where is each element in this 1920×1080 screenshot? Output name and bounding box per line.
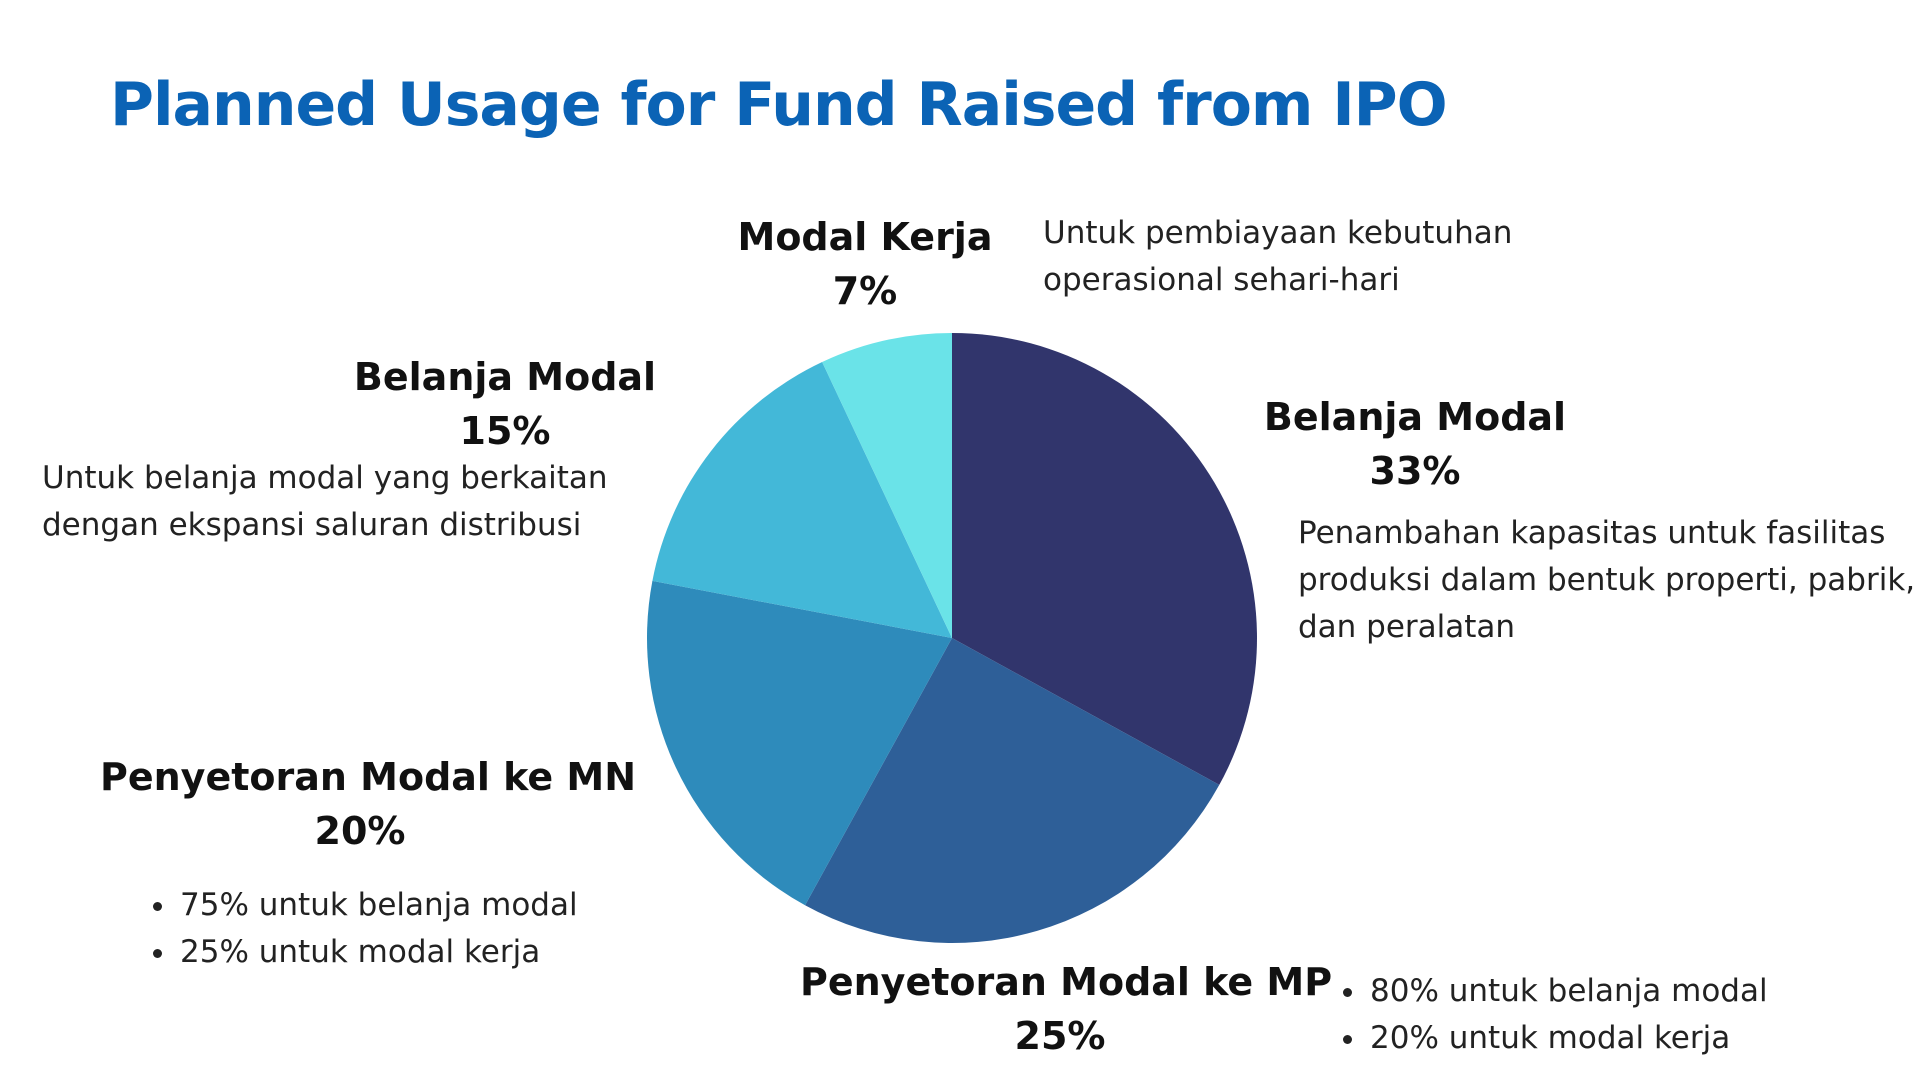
description-line: Penambahan kapasitas untuk fasilitas xyxy=(1298,515,1886,551)
pie-slice-0 xyxy=(952,333,1258,785)
slice-label-percent: 33% xyxy=(1369,449,1461,493)
description-line: Untuk pembiayaan kebutuhan xyxy=(1043,215,1513,251)
slice-description-belanja-modal-33: Penambahan kapasitas untuk fasilitas pro… xyxy=(1298,510,1915,651)
slice-label-percent: 25% xyxy=(1014,1014,1106,1058)
slice-description-modal-kerja: Untuk pembiayaan kebutuhan operasional s… xyxy=(1043,210,1512,304)
slice-label-name: Belanja Modal xyxy=(353,355,657,399)
description-line: produksi dalam bentuk properti, pabrik, xyxy=(1298,562,1916,598)
description-line: operasional sehari-hari xyxy=(1043,262,1400,298)
slice-label-penyetoran-modal-mp: Penyetoran Modal ke MP 25% xyxy=(800,955,1333,1063)
slice-label-modal-kerja: Modal Kerja 7% xyxy=(715,210,1015,318)
description-line: dengan ekspansi saluran distribusi xyxy=(42,507,582,543)
description-line: Untuk belanja modal yang berkaitan xyxy=(42,460,608,496)
slice-bullets-penyetoran-modal-mn: 75% untuk belanja modal 25% untuk modal … xyxy=(140,882,578,976)
slice-label-belanja-modal-15: Belanja Modal 15% xyxy=(330,350,680,458)
slice-description-belanja-modal-15: Untuk belanja modal yang berkaitan denga… xyxy=(42,455,608,549)
slice-bullets-penyetoran-modal-mp: 80% untuk belanja modal 20% untuk modal … xyxy=(1330,968,1768,1062)
slice-label-belanja-modal-33: Belanja Modal 33% xyxy=(1245,390,1585,498)
slice-label-penyetoran-modal-mn: Penyetoran Modal ke MN 20% xyxy=(100,750,637,858)
pie-slice-1 xyxy=(805,638,1220,943)
pie-slice-4 xyxy=(822,333,952,638)
slice-label-percent: 7% xyxy=(832,269,898,313)
slice-label-name: Modal Kerja xyxy=(737,215,993,259)
bullet-item: 80% untuk belanja modal xyxy=(1368,968,1768,1015)
description-line: dan peralatan xyxy=(1298,609,1516,645)
slice-label-percent: 15% xyxy=(459,409,551,453)
bullet-item: 25% untuk modal kerja xyxy=(178,929,578,976)
pie-slice-2 xyxy=(647,580,952,906)
bullet-item: 20% untuk modal kerja xyxy=(1368,1015,1768,1062)
slice-label-percent: 20% xyxy=(314,809,406,853)
slice-label-name: Penyetoran Modal ke MP xyxy=(800,960,1333,1004)
slice-label-name: Belanja Modal xyxy=(1263,395,1567,439)
slice-label-name: Penyetoran Modal ke MN xyxy=(100,755,637,799)
chart-title: Planned Usage for Fund Raised from IPO xyxy=(110,70,1448,140)
bullet-item: 75% untuk belanja modal xyxy=(178,882,578,929)
pie-slice-3 xyxy=(652,362,952,638)
